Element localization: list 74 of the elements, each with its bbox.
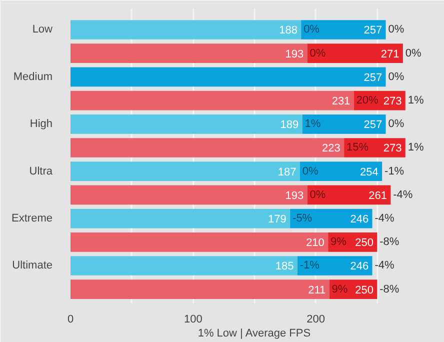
bar	[70, 90, 354, 110]
annotation: 0%	[388, 24, 404, 36]
data-label: 193	[285, 48, 304, 60]
annotation: 1%	[304, 118, 321, 130]
annotation: 9%	[330, 236, 347, 248]
data-label: 185	[275, 260, 294, 273]
annotation: 0%	[302, 165, 318, 178]
x-tick-label: 200	[306, 314, 326, 326]
annotation: 0%	[405, 47, 422, 60]
bar	[70, 114, 302, 134]
bar	[297, 256, 372, 276]
bar	[301, 20, 386, 40]
bar	[307, 185, 391, 205]
data-label: 223	[322, 142, 340, 155]
annotation: 20%	[356, 94, 379, 107]
total-label: 250	[355, 237, 374, 250]
total-label: 273	[383, 142, 402, 155]
bar	[302, 114, 386, 134]
data-label: 231	[332, 96, 350, 108]
bar	[70, 185, 308, 205]
total-label: 257	[364, 72, 382, 84]
total-label: 254	[360, 166, 378, 178]
bar	[70, 20, 302, 40]
bar	[300, 162, 382, 182]
bar	[70, 256, 298, 276]
data-label: 187	[278, 166, 296, 178]
bar	[307, 44, 403, 64]
x-tick-label: 0	[67, 314, 74, 326]
data-label: 211	[308, 284, 326, 296]
annotation: 0%	[388, 118, 404, 130]
annotation: -4%	[374, 260, 394, 272]
annotation: 9%	[332, 283, 348, 296]
annotation: -1%	[300, 260, 320, 272]
total-label: 273	[383, 96, 402, 108]
data-label: 188	[279, 24, 298, 37]
total-label: 257	[364, 119, 382, 132]
y-tick-label: High	[30, 118, 52, 130]
total-label: 271	[380, 48, 400, 60]
y-tick-label: Medium	[13, 70, 52, 83]
x-tick-label: 100	[184, 314, 202, 326]
total-label: 246	[350, 214, 369, 226]
total-label: 250	[355, 284, 374, 296]
bar	[70, 162, 300, 182]
annotation: 1%	[408, 94, 424, 107]
annotation: 1%	[408, 142, 424, 154]
annotation: -4%	[374, 212, 394, 225]
annotation: -8%	[380, 283, 400, 296]
bar	[70, 280, 330, 300]
annotation: -4%	[393, 188, 413, 201]
annotation: 0%	[304, 24, 320, 36]
bar	[70, 138, 344, 158]
bar	[70, 232, 328, 252]
data-label: 189	[280, 119, 299, 132]
annotation: 0%	[310, 188, 326, 201]
y-tick-label: Extreme	[12, 212, 53, 225]
annotation: 0%	[388, 70, 404, 83]
total-label: 257	[364, 24, 382, 37]
data-label: 179	[268, 214, 286, 226]
annotation: -5%	[292, 212, 312, 225]
x-axis-title: 1% Low | Average FPS	[198, 328, 311, 340]
y-tick-label: Ultra	[29, 165, 54, 178]
annotation: 15%	[346, 142, 369, 154]
total-label: 246	[350, 260, 369, 273]
y-tick-label: Ultimate	[12, 260, 52, 272]
y-tick-label: Low	[32, 24, 53, 36]
data-label: 210	[306, 237, 324, 250]
total-label: 261	[368, 190, 387, 202]
bar	[70, 208, 290, 228]
bar	[70, 67, 386, 87]
data-label: 193	[285, 190, 304, 202]
annotation: -1%	[384, 165, 404, 178]
bar	[70, 44, 308, 64]
annotation: 0%	[310, 47, 326, 60]
annotation: -8%	[380, 236, 400, 248]
